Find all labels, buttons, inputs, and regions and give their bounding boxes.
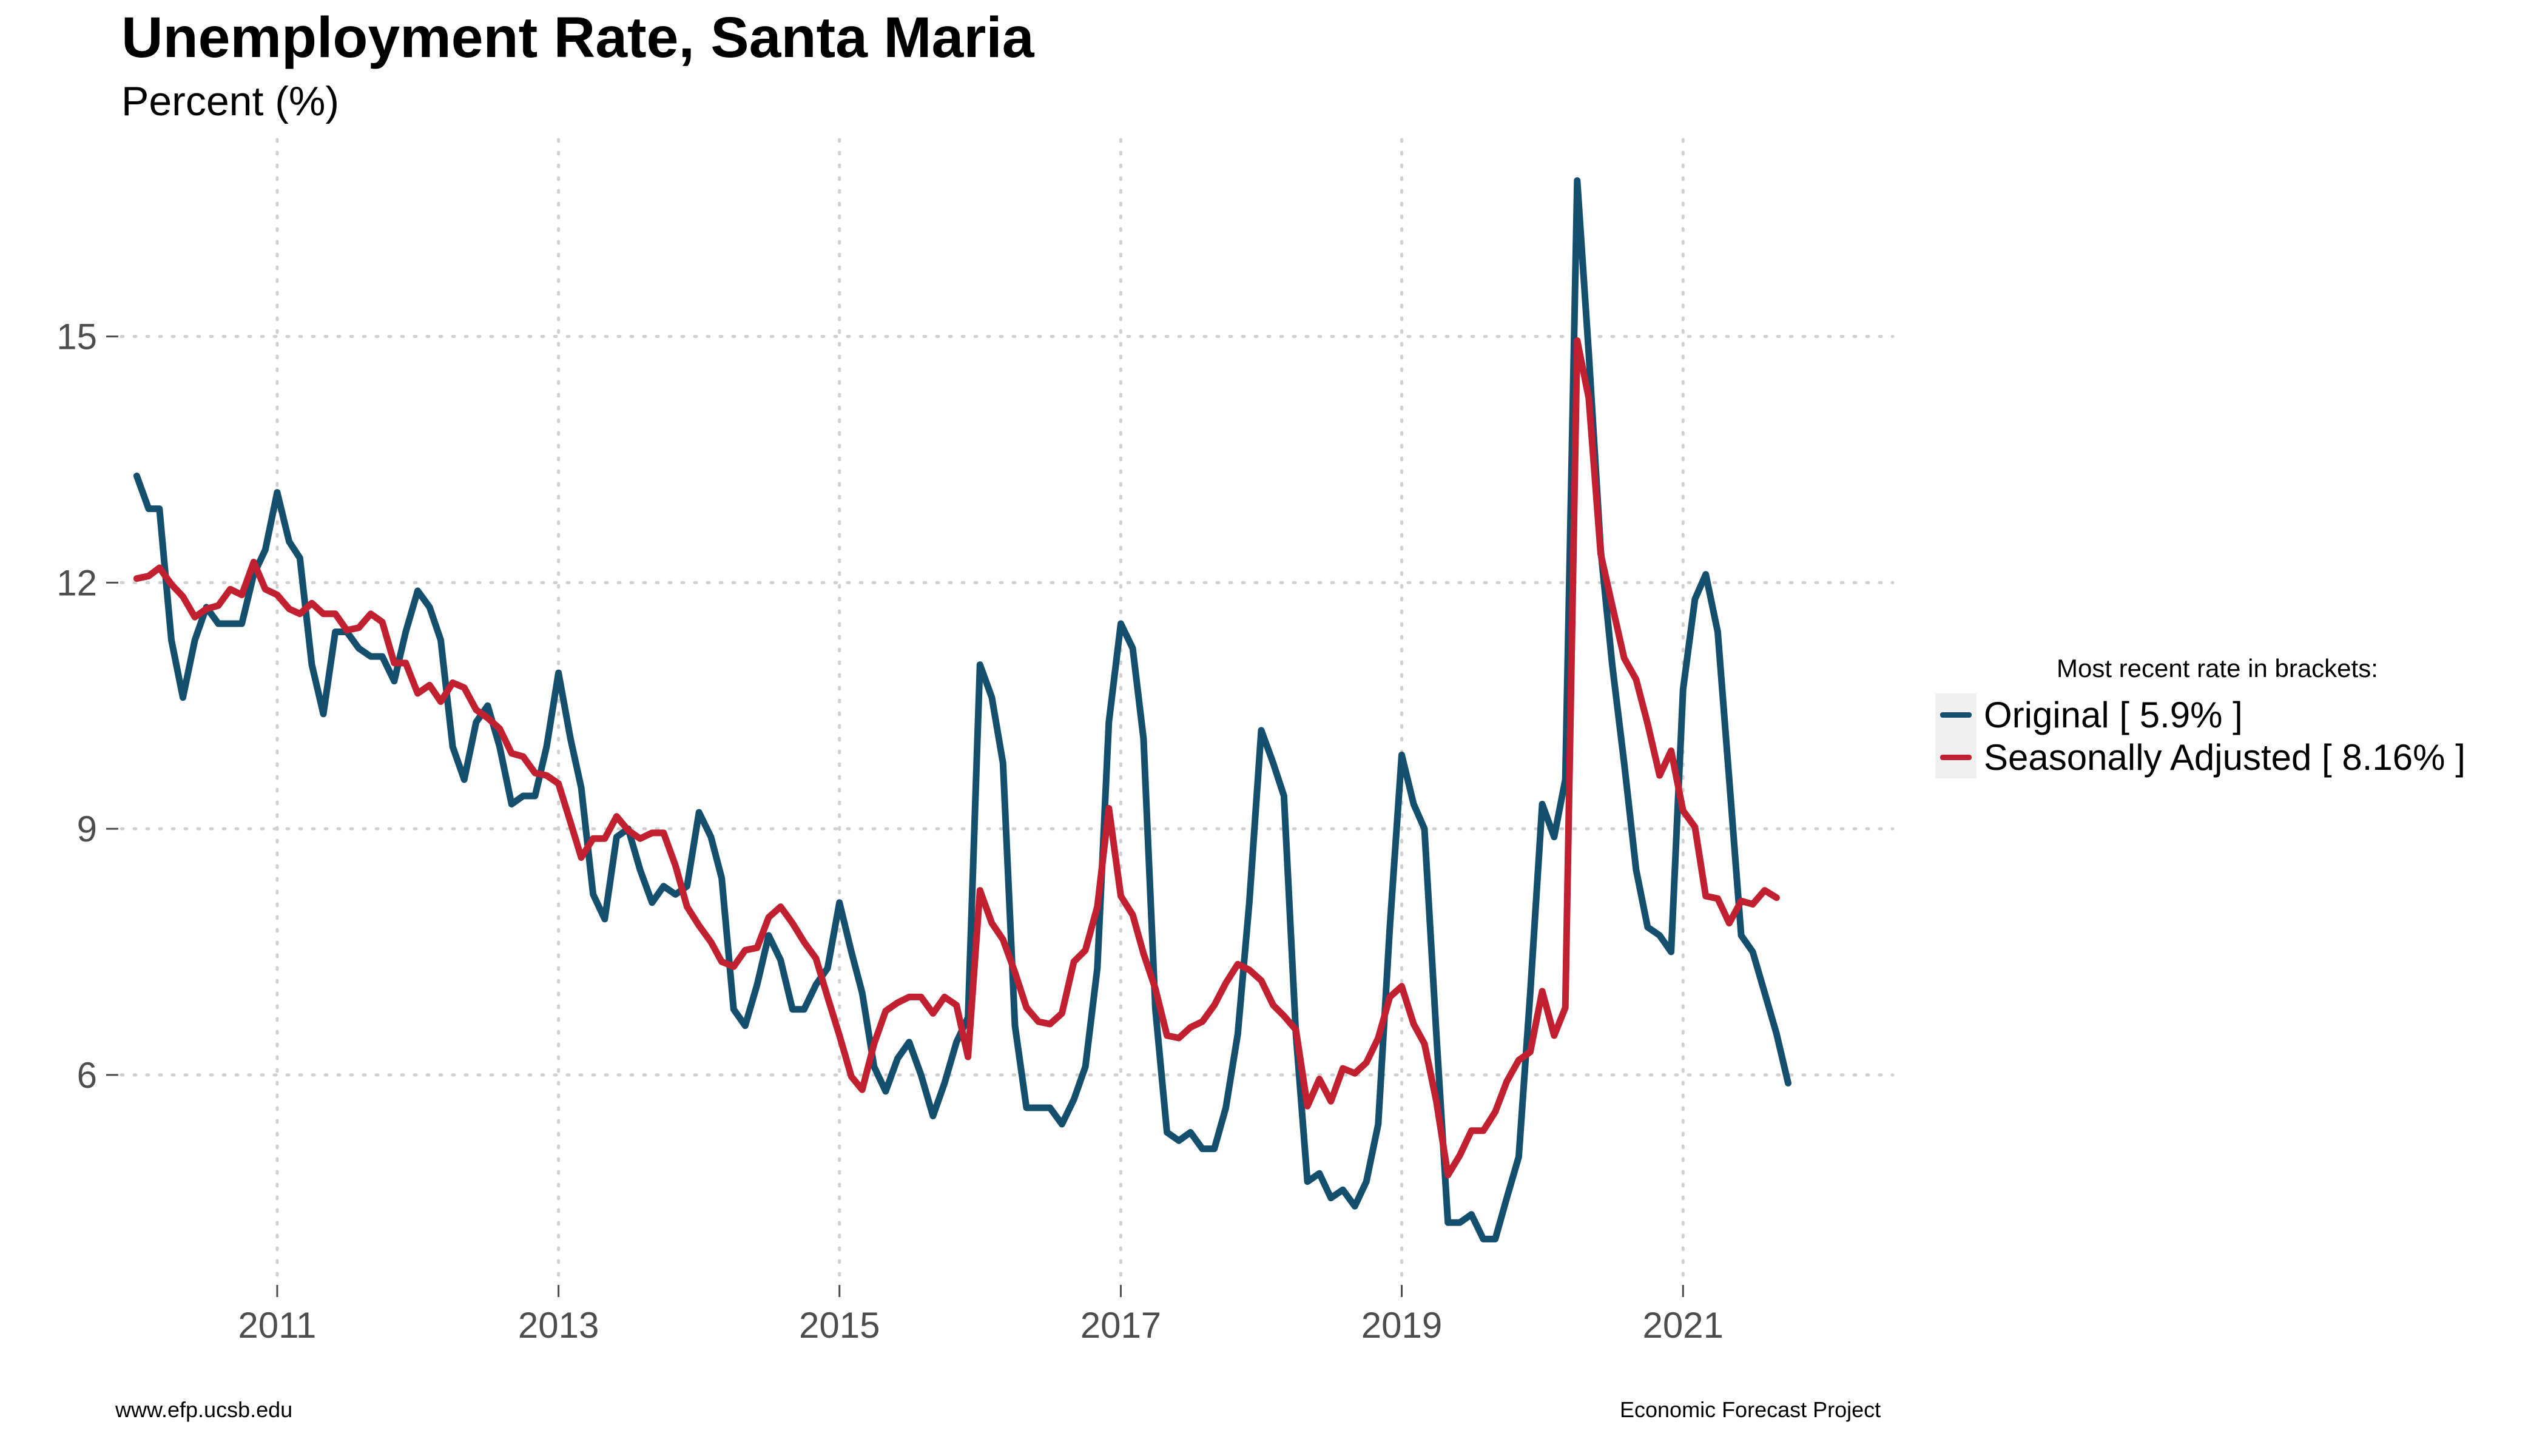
x-tick-label: 2017 xyxy=(1080,1305,1161,1346)
chart-title: Unemployment Rate, Santa Maria xyxy=(121,5,1034,70)
legend-label-original: Original [ 5.9% ] xyxy=(1984,694,2243,735)
y-axis-labels: 6 9 12 15 xyxy=(56,317,97,1096)
y-tick-label: 6 xyxy=(77,1055,97,1096)
legend-swatch-original xyxy=(1935,693,1977,736)
x-tick-label: 2019 xyxy=(1361,1305,1442,1346)
y-tick-label: 15 xyxy=(56,317,97,357)
y-tick-label: 12 xyxy=(56,562,97,603)
legend-label-seasonally-adjusted: Seasonally Adjusted [ 8.16% ] xyxy=(1984,736,2465,778)
legend-item-original: Original [ 5.9% ] xyxy=(1935,693,2243,736)
x-axis-labels: 2011 2013 2015 2017 2019 2021 xyxy=(238,1305,1724,1346)
series-line-original xyxy=(133,177,1791,1242)
footer-source-url: www.efp.ucsb.edu xyxy=(115,1397,293,1422)
y-tick-label: 9 xyxy=(77,809,97,849)
legend-title: Most recent rate in brackets: xyxy=(2057,654,2378,682)
chart-subtitle: Percent (%) xyxy=(121,78,339,124)
x-tick-label: 2013 xyxy=(518,1305,599,1346)
footer-credit: Economic Forecast Project xyxy=(1620,1397,1881,1422)
legend-item-seasonally-adjusted: Seasonally Adjusted [ 8.16% ] xyxy=(1935,736,2465,778)
x-tick-label: 2021 xyxy=(1643,1305,1724,1346)
series-lines xyxy=(133,177,1791,1242)
x-tick-label: 2011 xyxy=(238,1305,316,1346)
grid-lines xyxy=(120,138,1895,1282)
axis-ticks xyxy=(106,335,1684,1297)
legend-swatch-seasonally-adjusted xyxy=(1935,736,1977,778)
x-tick-label: 2015 xyxy=(799,1305,880,1346)
series-line-seasonally-adjusted xyxy=(133,337,1780,1179)
